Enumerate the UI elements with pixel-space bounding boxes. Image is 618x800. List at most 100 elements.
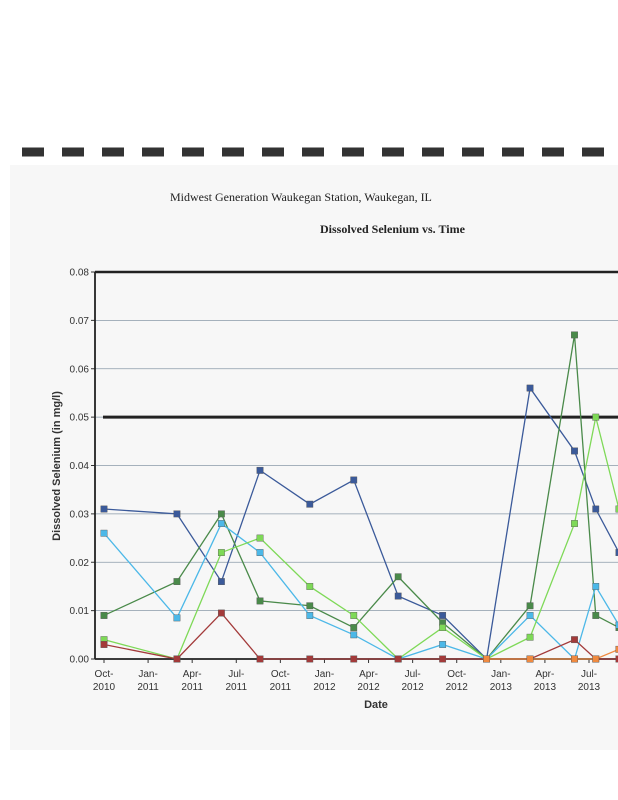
data-point: [100, 641, 108, 648]
data-point: [526, 384, 534, 392]
data-point: [615, 621, 618, 629]
x-tick-label-year: 2012: [446, 682, 469, 693]
data-point: [526, 602, 534, 610]
data-point: [217, 520, 225, 527]
data-point: [350, 655, 358, 663]
scanned-page-area: [10, 165, 618, 750]
data-point: [100, 612, 108, 619]
y-tick-label: 0.04: [70, 461, 90, 472]
y-tick-label: 0.03: [70, 509, 90, 520]
x-tick-label-year: 2012: [357, 682, 380, 693]
data-point: [256, 597, 264, 605]
y-tick-label: 0.06: [70, 364, 90, 375]
data-point: [256, 466, 264, 474]
y-tick-label: 0.01: [70, 606, 90, 617]
x-tick-label-year: 2013: [578, 682, 601, 693]
data-point: [217, 549, 225, 556]
series-layer: [100, 331, 618, 663]
data-point: [173, 614, 181, 622]
x-tick-label-month: Jul-: [581, 669, 597, 680]
x-tick-label-year: 2011: [181, 682, 203, 693]
data-point: [217, 609, 225, 617]
x-tick-label-month: Apr-: [359, 669, 378, 680]
data-point: [439, 655, 447, 663]
data-point: [439, 624, 447, 631]
y-tick-label: 0.05: [70, 413, 90, 424]
data-point: [394, 573, 402, 581]
data-point: [306, 500, 314, 508]
x-tick-label-year: 2011: [270, 682, 292, 693]
data-point: [256, 655, 264, 663]
data-point: [306, 583, 314, 590]
data-point: [350, 631, 358, 639]
x-tick-label-month: Jan-: [138, 669, 157, 680]
data-point: [615, 645, 618, 653]
axis-layer: 0.00 0.01 0.02 0.03 0.04 0.05 0.06 0.07 0.08 Oct-…: [70, 268, 618, 693]
x-tick-label-month: Apr-: [535, 669, 554, 680]
data-point: [350, 476, 358, 484]
data-point: [592, 505, 600, 513]
data-point: [439, 612, 447, 619]
data-point: [571, 447, 578, 455]
data-point: [100, 505, 108, 513]
x-tick-label-month: Jan-: [491, 669, 510, 680]
data-point: [256, 549, 264, 556]
series-line: [103, 522, 618, 661]
data-point: [571, 655, 578, 663]
data-point: [526, 633, 534, 641]
data-point: [571, 636, 578, 644]
x-tick-label-year: 2012: [313, 682, 336, 693]
x-tick-label-month: Jan-: [315, 669, 334, 680]
x-tick-label-month: Oct-: [271, 669, 290, 680]
x-tick-label-year: 2011: [226, 682, 248, 693]
y-axis-title: Dissolved Selenium (in mg/l): [51, 391, 63, 541]
x-tick-label-month: Oct-: [447, 669, 466, 680]
chart-title: Midwest Generation Waukegan Station, Wau…: [170, 190, 432, 204]
grid-layer: [95, 320, 618, 611]
chart-subtitle: Dissolved Selenium vs. Time: [320, 222, 465, 236]
data-point: [100, 529, 108, 537]
x-axis-title: Date: [364, 699, 388, 711]
data-point: [173, 578, 181, 586]
x-tick-label-month: Jul-: [228, 669, 244, 680]
data-point: [306, 655, 314, 663]
x-tick-label-month: Jul-: [405, 669, 421, 680]
x-tick-label-year: 2010: [93, 682, 116, 693]
x-tick-label-year: 2012: [402, 682, 425, 693]
data-point: [592, 612, 600, 619]
data-point: [483, 655, 490, 663]
data-point: [256, 534, 264, 542]
data-point: [592, 413, 600, 421]
data-point: [394, 655, 402, 663]
data-point: [571, 520, 578, 527]
data-point: [615, 505, 618, 513]
y-tick-label: 0.00: [70, 655, 90, 666]
data-point: [350, 612, 358, 619]
x-tick-label-year: 2013: [490, 682, 513, 693]
x-tick-label-month: Oct-: [95, 669, 114, 680]
data-point: [439, 641, 447, 648]
y-tick-label: 0.08: [70, 268, 90, 279]
data-point: [306, 612, 314, 619]
data-point: [526, 655, 534, 663]
x-tick-label-month: Apr-: [183, 669, 202, 680]
data-point: [592, 583, 600, 590]
x-tick-label-year: 2011: [137, 682, 159, 693]
data-point: [615, 655, 618, 663]
data-point: [571, 331, 578, 339]
data-point: [394, 592, 402, 600]
data-point: [615, 549, 618, 556]
y-tick-label: 0.02: [70, 558, 90, 569]
data-point: [592, 655, 600, 663]
x-tick-label-year: 2013: [534, 682, 557, 693]
data-point: [173, 655, 181, 663]
y-tick-label: 0.07: [70, 316, 90, 327]
data-point: [350, 624, 358, 631]
data-point: [217, 578, 225, 586]
data-point: [217, 510, 225, 518]
data-point: [526, 612, 534, 619]
data-point: [306, 602, 314, 610]
data-point: [173, 510, 181, 518]
